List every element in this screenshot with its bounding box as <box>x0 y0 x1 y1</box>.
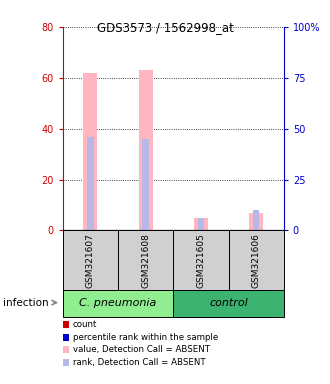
Text: GSM321607: GSM321607 <box>86 233 95 288</box>
Text: GSM321606: GSM321606 <box>252 233 261 288</box>
Bar <box>83 73 97 230</box>
Text: GDS3573 / 1562998_at: GDS3573 / 1562998_at <box>97 21 233 34</box>
Bar <box>63 359 69 366</box>
Bar <box>87 137 94 230</box>
Bar <box>198 218 204 230</box>
Text: C. pneumonia: C. pneumonia <box>79 298 157 308</box>
Text: rank, Detection Call = ABSENT: rank, Detection Call = ABSENT <box>73 358 205 367</box>
Text: control: control <box>209 298 248 308</box>
Bar <box>173 290 284 317</box>
Bar <box>118 230 173 290</box>
Bar <box>253 210 259 230</box>
Bar <box>249 213 263 230</box>
Bar <box>63 290 173 317</box>
Bar <box>194 218 208 230</box>
Text: count: count <box>73 320 97 329</box>
Bar <box>63 334 69 341</box>
Text: infection: infection <box>3 298 49 308</box>
Bar <box>142 139 149 230</box>
Bar <box>173 230 228 290</box>
Text: percentile rank within the sample: percentile rank within the sample <box>73 333 218 342</box>
Bar <box>139 70 152 230</box>
Bar <box>63 230 118 290</box>
Text: value, Detection Call = ABSENT: value, Detection Call = ABSENT <box>73 345 210 354</box>
Bar <box>228 230 284 290</box>
Text: GSM321608: GSM321608 <box>141 233 150 288</box>
Text: GSM321605: GSM321605 <box>196 233 205 288</box>
Bar <box>63 346 69 353</box>
Bar <box>63 321 69 328</box>
